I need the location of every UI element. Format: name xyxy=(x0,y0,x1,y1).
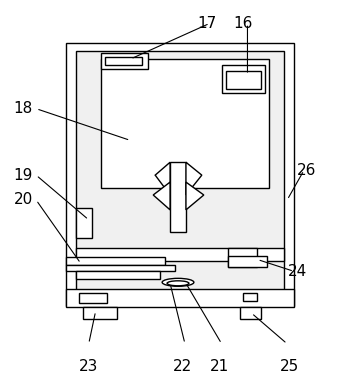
Bar xyxy=(79,293,107,303)
Polygon shape xyxy=(186,162,202,195)
Bar xyxy=(76,271,160,279)
Bar xyxy=(101,59,269,188)
Bar xyxy=(105,57,142,65)
Polygon shape xyxy=(155,162,170,195)
Bar xyxy=(76,208,92,238)
Bar xyxy=(66,265,175,271)
Bar xyxy=(228,255,267,267)
Bar xyxy=(222,65,265,93)
Bar xyxy=(228,248,257,267)
Text: 22: 22 xyxy=(173,359,193,374)
Bar xyxy=(66,43,294,306)
Text: 24: 24 xyxy=(287,264,307,279)
Text: 19: 19 xyxy=(14,168,33,183)
Bar xyxy=(76,51,284,297)
Text: 21: 21 xyxy=(210,359,229,374)
Bar xyxy=(66,257,165,265)
Text: 18: 18 xyxy=(14,101,33,116)
Bar xyxy=(66,289,294,307)
Ellipse shape xyxy=(162,278,194,286)
Bar xyxy=(170,162,186,232)
Bar xyxy=(83,307,117,319)
Polygon shape xyxy=(153,182,170,210)
Polygon shape xyxy=(186,182,204,210)
Text: 20: 20 xyxy=(14,192,33,207)
Text: 26: 26 xyxy=(297,163,317,178)
Text: 23: 23 xyxy=(79,359,98,374)
Bar xyxy=(101,53,148,69)
Bar xyxy=(243,293,257,301)
Bar xyxy=(76,248,284,262)
Bar xyxy=(240,307,261,319)
Text: 16: 16 xyxy=(233,16,252,31)
Bar xyxy=(226,71,261,89)
Ellipse shape xyxy=(167,281,189,286)
Text: 17: 17 xyxy=(197,16,216,31)
Text: 25: 25 xyxy=(280,359,299,374)
